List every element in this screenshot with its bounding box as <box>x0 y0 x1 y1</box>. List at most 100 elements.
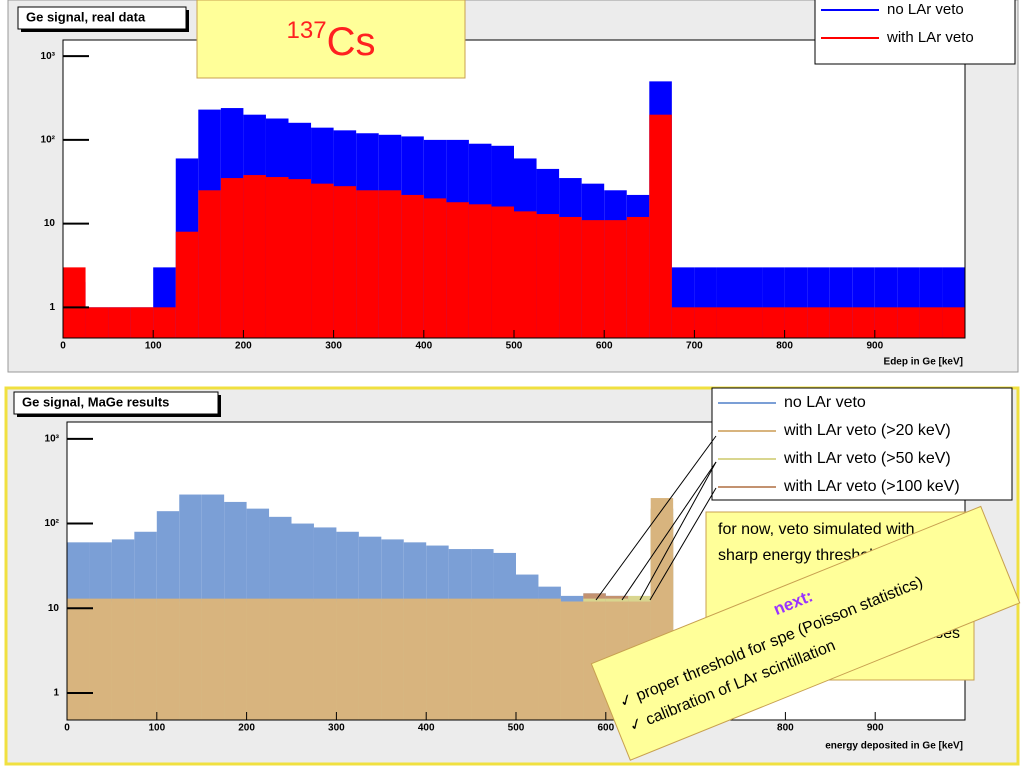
histogram-bar <box>784 307 808 338</box>
histogram-bar <box>493 598 516 720</box>
legend-label: with LAr veto (>100 keV) <box>783 478 960 495</box>
histogram-bar <box>175 231 199 338</box>
histogram-bar <box>265 177 289 338</box>
histogram-bar <box>381 598 404 720</box>
histogram-bar <box>852 307 875 338</box>
histogram-bar <box>762 307 785 338</box>
histogram-bar <box>63 267 86 338</box>
isotope-box <box>196 0 466 79</box>
chart-title: Ge signal, real data <box>26 9 146 24</box>
x-tick-label: 300 <box>328 723 345 734</box>
x-tick-label: 900 <box>866 341 883 352</box>
histogram-bar <box>401 194 424 338</box>
histogram-bar <box>356 190 379 338</box>
x-tick-label: 200 <box>235 341 252 352</box>
histogram-bar <box>426 598 449 720</box>
histogram-bar <box>333 186 357 338</box>
x-tick-label: 600 <box>597 723 614 734</box>
histogram-bar <box>942 307 965 338</box>
histogram-bar <box>739 307 763 338</box>
x-tick-label: 300 <box>325 341 342 352</box>
histogram-bar <box>153 307 176 338</box>
y-tick-label: 10² <box>41 135 56 146</box>
x-tick-label: 0 <box>64 723 70 734</box>
histogram-bar <box>336 598 359 720</box>
next-box <box>590 505 1021 761</box>
histogram-bar <box>85 307 109 338</box>
histogram-bar <box>446 202 469 338</box>
mass-number: 137 <box>287 17 327 44</box>
y-tick-label: 10 <box>48 603 60 614</box>
histogram-bar <box>514 211 537 338</box>
note-line: for now, veto simulated with <box>718 521 915 538</box>
legend-label: no LAr veto <box>784 394 866 411</box>
x-tick-label: 100 <box>145 341 162 352</box>
y-tick-label: 10³ <box>45 433 60 444</box>
histogram-bar <box>538 598 561 720</box>
histogram-bar <box>179 598 202 720</box>
legend-label: with LAr veto (>50 keV) <box>783 450 951 467</box>
histogram-bar <box>471 598 494 720</box>
x-tick-label: 500 <box>506 341 523 352</box>
histogram-bar <box>67 598 90 720</box>
histogram-bar <box>201 598 225 720</box>
histogram-bar <box>829 307 853 338</box>
y-tick-label: 1 <box>53 688 59 699</box>
legend-label: with LAr veto <box>886 29 974 46</box>
x-tick-label: 400 <box>415 341 432 352</box>
x-tick-label: 800 <box>776 341 793 352</box>
histogram-bar <box>626 216 650 338</box>
histogram-bar <box>649 114 672 338</box>
histogram-bar <box>516 598 539 720</box>
legend-label: with LAr veto (>20 keV) <box>783 422 951 439</box>
histogram-bar <box>581 220 605 338</box>
histogram-bar <box>874 307 898 338</box>
x-tick-label: 600 <box>596 341 613 352</box>
y-tick-label: 10² <box>45 518 60 529</box>
histogram-bar <box>716 307 740 338</box>
y-tick-label: 10³ <box>41 51 56 62</box>
histogram-bar <box>198 190 221 338</box>
histogram-bar <box>111 598 135 720</box>
histogram-bar <box>224 598 247 720</box>
arrow <box>595 435 717 601</box>
histogram-bar <box>897 307 920 338</box>
x-axis-label: Edep in Ge [keV] <box>884 357 963 368</box>
charts: 0 100 200 300 400 500 600 700 800 900 1 10 10² 10³ Ede… <box>13 0 1016 752</box>
note-line: sharp energy threshold <box>718 547 882 564</box>
x-tick-label: 200 <box>238 723 255 734</box>
x-tick-label: 400 <box>418 723 435 734</box>
histogram-bar <box>448 598 472 720</box>
histogram-bar <box>403 598 427 720</box>
y-tick-label: 10 <box>44 218 56 229</box>
histogram-bar <box>358 598 382 720</box>
histogram-bar <box>583 601 606 720</box>
histogram-bar <box>807 307 830 338</box>
x-tick-label: 100 <box>148 723 165 734</box>
histogram-bar <box>491 206 514 338</box>
histogram-bar <box>378 190 402 338</box>
histogram-bar <box>604 220 627 338</box>
x-axis-label: energy deposited in Ge [keV] <box>825 741 963 752</box>
title-box <box>17 6 187 30</box>
isotope-label: 137Cs <box>287 17 376 63</box>
histogram-bar <box>89 598 112 720</box>
x-tick-label: 700 <box>686 341 703 352</box>
histogram-bar <box>560 601 584 720</box>
histogram-bar <box>559 216 582 338</box>
x-tick-label: 500 <box>508 723 525 734</box>
x-tick-label: 900 <box>867 723 884 734</box>
histogram-bar <box>108 307 131 338</box>
histogram-bar <box>919 307 943 338</box>
chart-title: Ge signal, MaGe results <box>22 394 169 409</box>
legend-box <box>711 387 1013 501</box>
arrow <box>639 461 717 601</box>
y-tick-label: 1 <box>49 302 55 313</box>
histogram-bar <box>468 204 492 338</box>
histogram-bar <box>246 598 270 720</box>
histogram-bar <box>243 175 266 338</box>
histogram-bar <box>536 214 560 338</box>
histogram-bar <box>313 598 337 720</box>
